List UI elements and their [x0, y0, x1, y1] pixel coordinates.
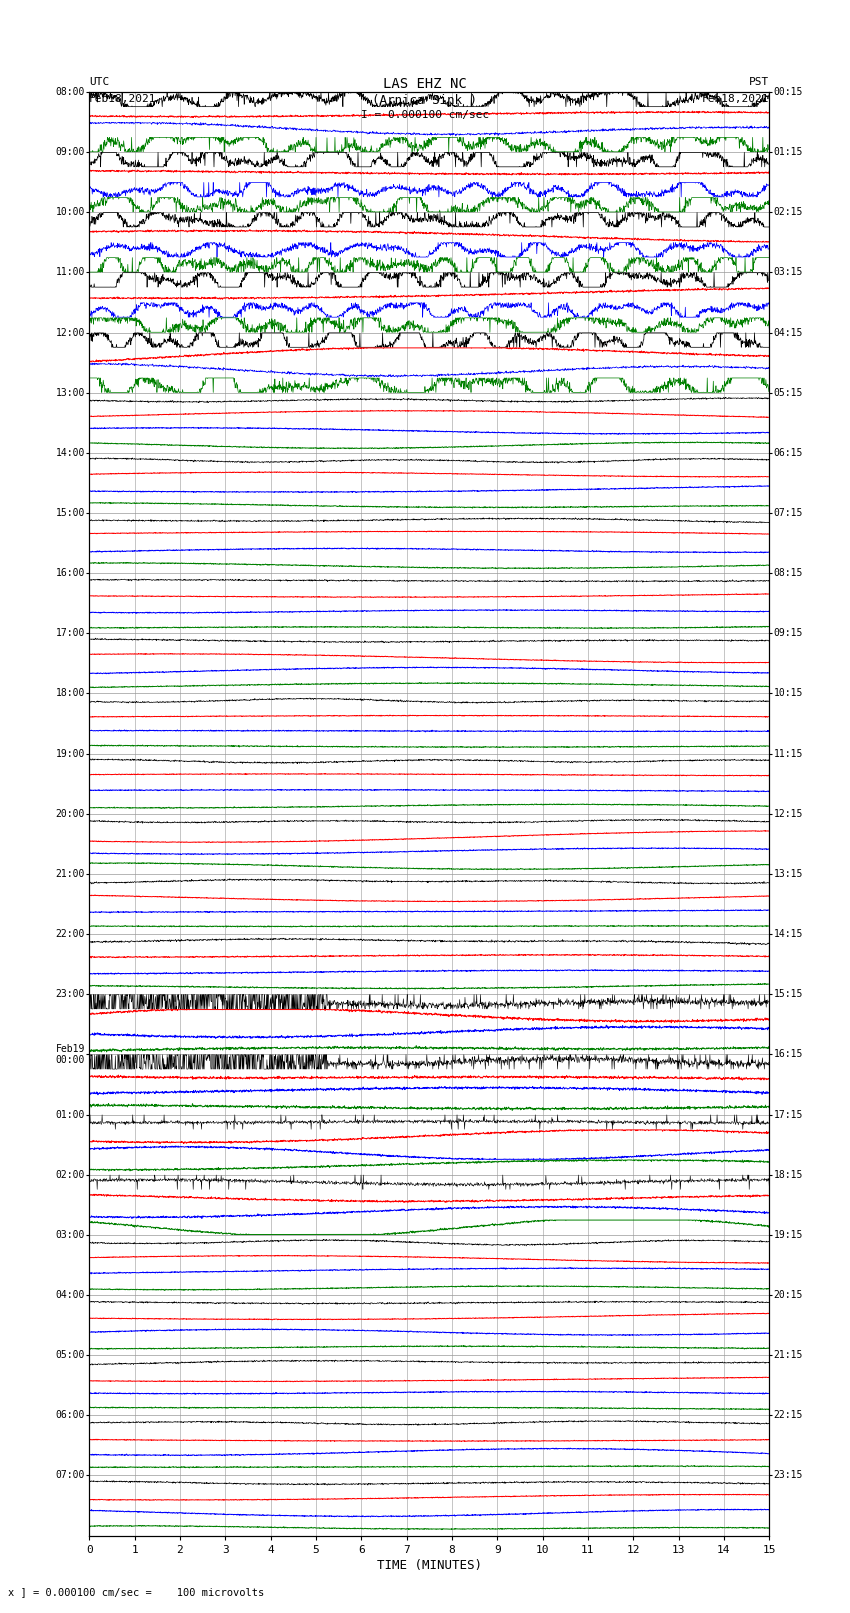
- Text: Feb18,2021: Feb18,2021: [89, 94, 156, 103]
- X-axis label: TIME (MINUTES): TIME (MINUTES): [377, 1558, 482, 1571]
- Text: UTC: UTC: [89, 77, 110, 87]
- Text: (Arnica Sink ): (Arnica Sink ): [372, 94, 478, 106]
- Text: I = 0.000100 cm/sec: I = 0.000100 cm/sec: [361, 110, 489, 119]
- Text: LAS EHZ NC: LAS EHZ NC: [383, 77, 467, 92]
- Text: Feb18,2021: Feb18,2021: [702, 94, 769, 103]
- Text: x ] = 0.000100 cm/sec =    100 microvolts: x ] = 0.000100 cm/sec = 100 microvolts: [8, 1587, 264, 1597]
- Text: PST: PST: [749, 77, 769, 87]
